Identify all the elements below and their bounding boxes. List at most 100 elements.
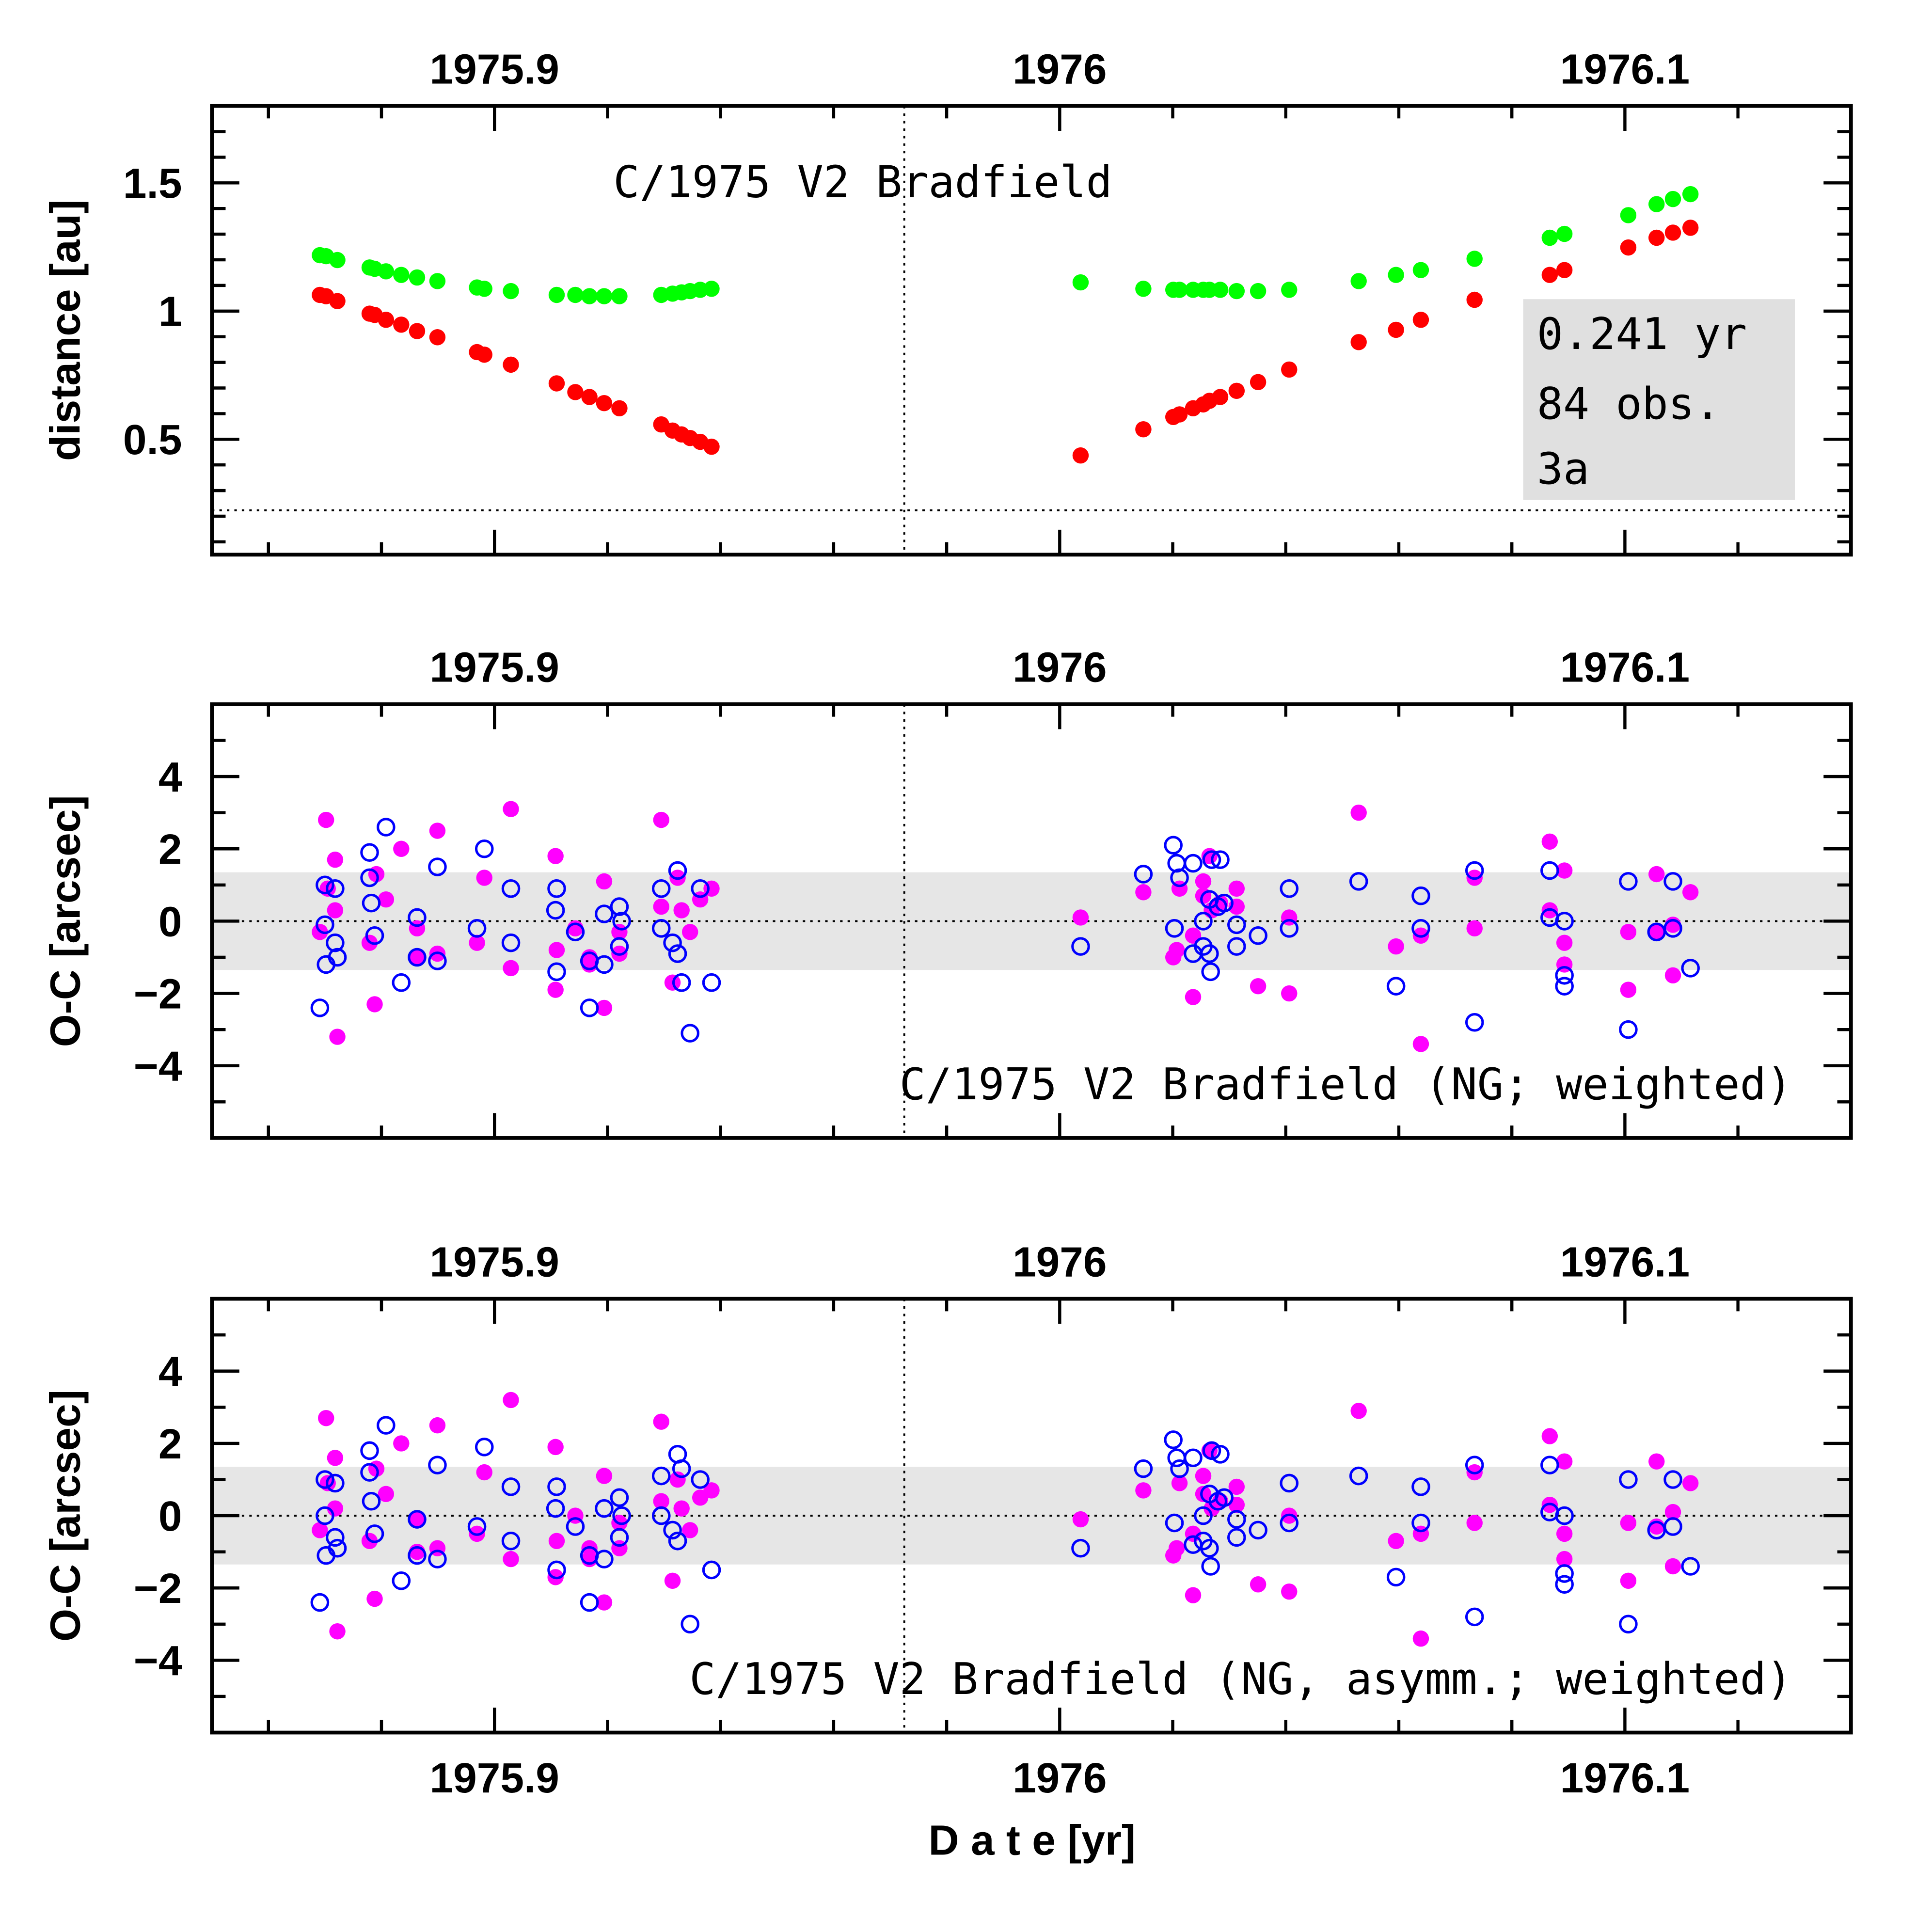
panel2-series2-point (428, 951, 447, 970)
panel3-series1-point (1250, 1576, 1267, 1593)
panel2-series1-point (503, 960, 519, 977)
panel2-series2-point (428, 857, 447, 876)
panel3-series2-point (702, 1560, 721, 1580)
backgrounds (212, 106, 1851, 1733)
panel2-series1-point (673, 902, 690, 918)
panel1-series2-point (548, 375, 565, 392)
panel3-series2-point (1071, 1538, 1090, 1558)
panel2-series2-point (1555, 966, 1574, 985)
panel1-series1-point (1664, 190, 1681, 207)
panel3-series2-point (475, 1438, 494, 1457)
panel1-series2-point (1682, 220, 1699, 236)
panel3-series1-point (1171, 1475, 1188, 1491)
panel2-y-tick-label: −2 (134, 970, 182, 1017)
panel3-x-tick-label-top: 1975.9 (430, 1238, 559, 1285)
panel3-series1-point (1350, 1403, 1367, 1419)
panel3-series2-point (1211, 1445, 1230, 1464)
panel1-x-tick-label-top: 1975.9 (430, 45, 559, 93)
panel3-series1-point (1620, 1515, 1637, 1531)
panel2-series2-point (1249, 926, 1267, 945)
panel3-series1-point (1195, 1468, 1212, 1484)
panel2-series1-point (327, 851, 344, 868)
panel1-series1-point (1171, 282, 1188, 298)
panel3-series2-point (365, 1524, 384, 1543)
panel1-series2-point (1412, 312, 1429, 328)
panel2-x-tick-label-top: 1976.1 (1560, 644, 1690, 691)
panel1-series2-point (1212, 389, 1229, 405)
panel2-series1-point (681, 924, 698, 940)
panel2-series2-point (1386, 977, 1406, 996)
axes: 1975.9 1976 1976.1 0.5 1 1.5 1975.9 1976 1976.1 −… (123, 45, 1853, 1802)
panel1-series2-point (703, 438, 720, 455)
panel2-series2-point (1170, 868, 1189, 887)
panel3-series1-point (378, 1486, 395, 1503)
panel3-series1-point (653, 1413, 669, 1430)
panel2-series2-point (610, 897, 629, 916)
panel3-series2-point (1280, 1513, 1299, 1533)
panel2-series2-point (546, 901, 565, 920)
panel1-series1-point (329, 252, 346, 269)
panel1-series1-point (1466, 251, 1483, 267)
panel1-series2-point (1250, 374, 1267, 391)
panel2-series1-point (366, 996, 383, 1013)
panel3-series1-point (1185, 1587, 1202, 1603)
panel2-series2-point (408, 948, 427, 967)
panel3-y-tick-label: 4 (158, 1348, 182, 1395)
panel2-series2-point (392, 973, 411, 992)
panel2-title: C/1975 V2 Bradfield (NG; weighted) (900, 1059, 1792, 1110)
panel3-series2-point (547, 1560, 566, 1580)
panel2-series2-point (702, 973, 721, 992)
panel1-frame (210, 104, 1853, 557)
panel3-series1-point (1228, 1478, 1245, 1495)
panel2-series2-point (365, 926, 384, 945)
panel2-series1-point (1620, 982, 1637, 998)
panel3-series2-point (1411, 1513, 1430, 1533)
panel2-series2-point (668, 861, 687, 880)
panel3-series2-point (580, 1593, 599, 1612)
panel2-series2-point (501, 879, 521, 898)
panel2-series2-point (467, 919, 487, 938)
panel2-series2-point (672, 973, 691, 992)
panel2-series1-point (1648, 924, 1665, 940)
panel2-series2-point (1280, 919, 1299, 938)
panel1-series1-point (476, 281, 492, 297)
panel3-series2-point (1465, 1456, 1484, 1474)
panel3-series2-point (428, 1550, 447, 1568)
panel2-series1-point (547, 848, 564, 864)
panel1-series1-point (1250, 283, 1267, 300)
panel2-series1-point (393, 840, 410, 857)
panel3-series2-point (681, 1615, 699, 1634)
panel1-series1-point (1350, 273, 1367, 289)
panel2-series2-point (1663, 919, 1682, 938)
panel2-series2-point (377, 818, 396, 837)
panel1-y-tick-label: 1 (158, 288, 182, 335)
panel3-series2-point (328, 1538, 347, 1558)
panel3-series2-point (377, 1416, 396, 1435)
panel2-series2-point (1555, 912, 1574, 931)
panel2-series2-point (326, 933, 345, 952)
panel2-series1-point (429, 823, 446, 839)
panel1-series1-point (1541, 229, 1558, 246)
panel2-series1-point (1648, 866, 1665, 883)
panel2-series1-point (1388, 938, 1404, 955)
panel2-series2-point (612, 912, 631, 931)
panel3-x-tick-label-bottom: 1976 (1013, 1754, 1107, 1802)
panel1-series2-point (429, 329, 446, 346)
panel2-series2-point (328, 948, 347, 967)
panel3-y-tick-label: 0 (158, 1492, 182, 1540)
panel3-series2-point (428, 1456, 447, 1474)
panel2-series1-point (1620, 924, 1637, 940)
panel1-x-tick-label-top: 1976.1 (1560, 45, 1690, 93)
panel3-series2-point (1555, 1575, 1574, 1594)
panel1-series2-point (1388, 321, 1404, 338)
panel3-series2-point (1194, 1506, 1213, 1525)
panel1-series2-point (1135, 421, 1152, 438)
panel2-series2-point (547, 879, 566, 898)
panel1-y-tick-label: 0.5 (123, 416, 182, 463)
panel2-series2-point (1202, 850, 1221, 869)
panel3-series2-point (316, 1470, 334, 1489)
panel2-series1-point (1556, 862, 1573, 879)
panel3-series2-point (1215, 1488, 1234, 1507)
panel3-series2-point (1663, 1517, 1682, 1536)
panel2-x-tick-label-top: 1976 (1013, 644, 1107, 691)
